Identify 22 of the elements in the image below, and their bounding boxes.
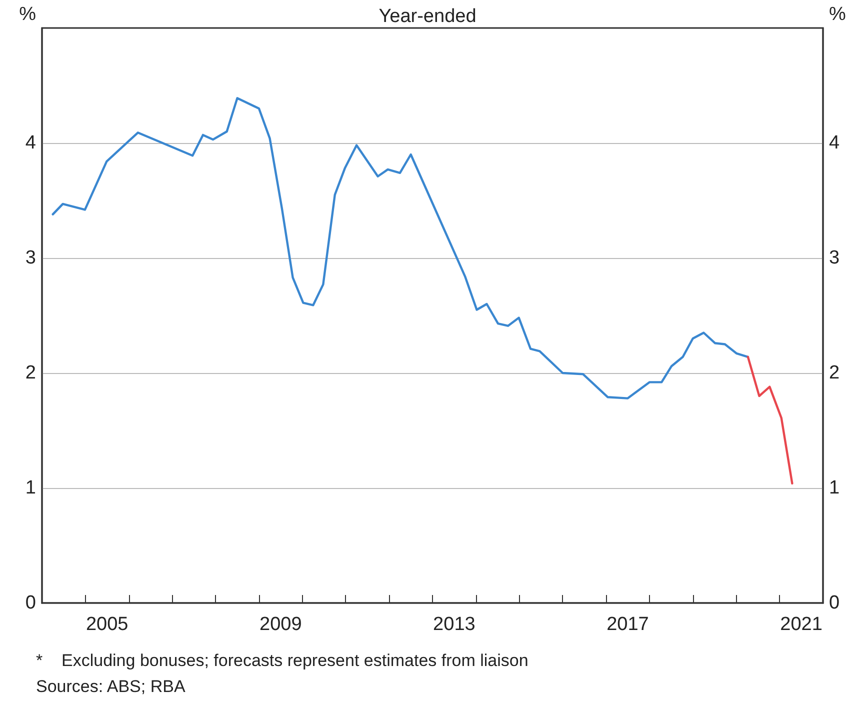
line-series xyxy=(746,356,794,484)
y-tick-label: 3 xyxy=(25,248,36,268)
x-tick-label: 2017 xyxy=(606,614,649,635)
chart-title: Year-ended xyxy=(378,6,476,27)
line-series xyxy=(52,97,750,400)
source-note: Sources: ABS; RBA xyxy=(36,677,186,696)
y-tick-label: 0 xyxy=(25,592,36,614)
y-axis-title: % xyxy=(19,4,36,25)
x-tick-label: 2021 xyxy=(780,614,822,635)
y-tick-label: 4 xyxy=(25,132,36,154)
y2-tick-label: 2 xyxy=(829,362,840,384)
y2-tick-label: 0 xyxy=(829,592,840,614)
y2-tick-label: 3 xyxy=(829,248,840,268)
y2-axis-title: % xyxy=(829,4,846,25)
y-tick-label: 1 xyxy=(25,478,36,498)
text: * Excluding bonuses; forecasts represent estimates from liaison xyxy=(36,651,528,670)
y2-tick-label: 1 xyxy=(829,478,840,498)
x-tick-label: 2009 xyxy=(260,614,302,635)
y2-tick-label: 4 xyxy=(829,132,840,154)
x-tick-label: 2005 xyxy=(86,614,128,635)
x-tick-label: 2013 xyxy=(433,614,476,635)
y-tick-label: 2 xyxy=(25,362,36,384)
